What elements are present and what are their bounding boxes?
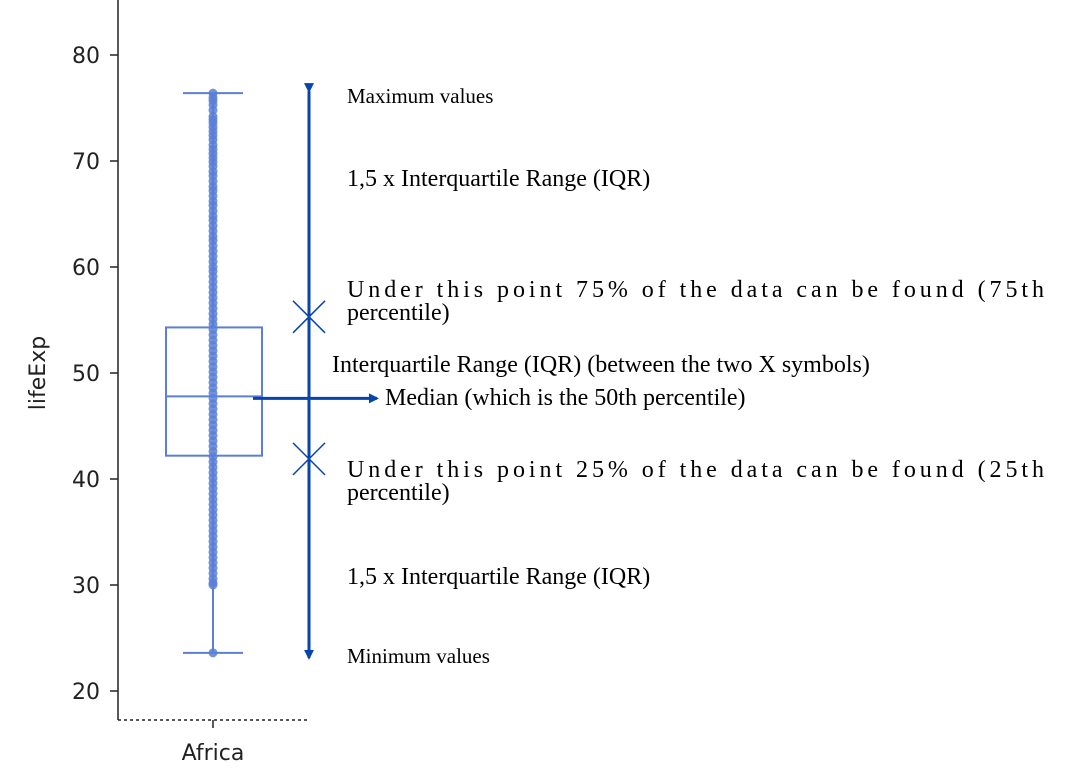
data-point <box>208 580 218 590</box>
iqr-upper-label: 1,5 x Interquartile Range (IQR) <box>347 166 650 192</box>
x-tick-label: Africa <box>182 741 245 766</box>
max-values-label: Maximum values <box>347 84 493 108</box>
q3-x-marker <box>292 300 326 334</box>
y-tick-label: 50 <box>72 362 100 387</box>
q1-label-line1: Under this point 25% of the data can be … <box>347 457 1044 483</box>
y-tick-label: 60 <box>72 256 100 281</box>
min-values-label: Minimum values <box>347 644 490 668</box>
x-marker-stroke-b <box>292 300 326 334</box>
median-label: Median (which is the 50th percentile) <box>385 385 746 411</box>
q1-x-marker <box>292 442 326 476</box>
data-point <box>208 648 218 658</box>
y-tick-label: 40 <box>72 468 100 493</box>
y-axis-title: lifeExp <box>26 336 51 410</box>
y-tick-label: 70 <box>72 150 100 175</box>
y-tick-label: 80 <box>72 44 100 69</box>
data-point <box>208 105 218 115</box>
iqr-lower-label: 1,5 x Interquartile Range (IQR) <box>347 564 650 590</box>
q1-label-line2: percentile) <box>347 480 450 506</box>
q3-label-line2: percentile) <box>347 300 450 326</box>
y-ticks: 20 30 40 50 60 70 80 <box>72 44 118 705</box>
y-tick-label: 20 <box>72 680 100 705</box>
box-plot <box>165 88 263 658</box>
data-points <box>208 88 218 658</box>
annotations: Maximum values 1,5 x Interquartile Range… <box>253 83 1044 668</box>
y-tick-label: 30 <box>72 574 100 599</box>
q3-label-line1: Under this point 75% of the data can be … <box>347 277 1044 303</box>
iqr-label: Interquartile Range (IQR) (between the t… <box>332 352 870 378</box>
x-marker-stroke-b <box>292 442 326 476</box>
